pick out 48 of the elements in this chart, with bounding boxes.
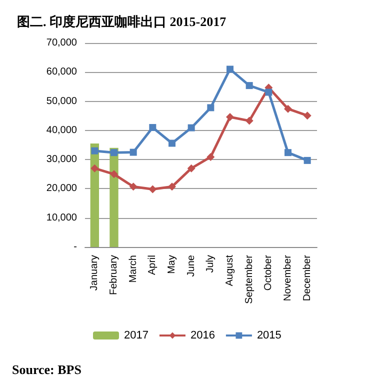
point	[168, 140, 176, 147]
y-tick-label: 60,000	[46, 66, 78, 78]
point	[206, 152, 215, 161]
x-tick-label: August	[224, 254, 236, 286]
point	[168, 182, 176, 191]
point	[226, 113, 234, 122]
x-tick-label: January	[89, 255, 100, 291]
point	[129, 182, 138, 191]
point	[226, 66, 234, 73]
point	[90, 164, 99, 172]
y-tick-label: 70,000	[46, 38, 78, 48]
x-tick-label: November	[282, 254, 294, 302]
legend-label: 2015	[256, 330, 282, 342]
point	[110, 170, 118, 178]
point	[284, 149, 292, 156]
point	[303, 112, 312, 120]
point	[265, 88, 272, 96]
point	[284, 104, 292, 113]
point	[188, 124, 195, 132]
x-tick-label: May	[166, 255, 178, 274]
point	[110, 149, 118, 156]
x-tick-label: September	[244, 254, 255, 304]
y-tick-label: 20,000	[46, 183, 78, 194]
x-tick-label: February	[108, 255, 120, 296]
point	[187, 164, 196, 172]
y-tick-label: 50,000	[46, 96, 78, 107]
point	[246, 82, 253, 90]
x-tick-label: December	[302, 254, 313, 302]
x-tick-label: October	[263, 254, 274, 291]
y-tick-label: 10,000	[46, 212, 78, 224]
source-note: Source: BPS	[12, 362, 82, 377]
x-tick-label: June	[186, 254, 197, 277]
point	[304, 156, 311, 164]
y-tick-label: 30,000	[46, 154, 78, 166]
legend-label: 2017	[124, 330, 148, 342]
point	[207, 104, 214, 112]
x-tick-label: April	[147, 255, 158, 276]
point	[130, 148, 137, 156]
x-tick-label: March	[128, 255, 139, 283]
point	[91, 147, 98, 154]
point	[148, 185, 157, 194]
chart-title: 图二. 印度尼西亚咖啡出口 2015-2017	[17, 14, 227, 29]
y-tick-label: -	[74, 242, 77, 252]
point	[149, 124, 156, 132]
legend-label: 2016	[190, 330, 215, 342]
y-tick-label: 40,000	[46, 124, 78, 136]
x-tick-label: July	[205, 255, 216, 273]
point	[245, 116, 254, 125]
